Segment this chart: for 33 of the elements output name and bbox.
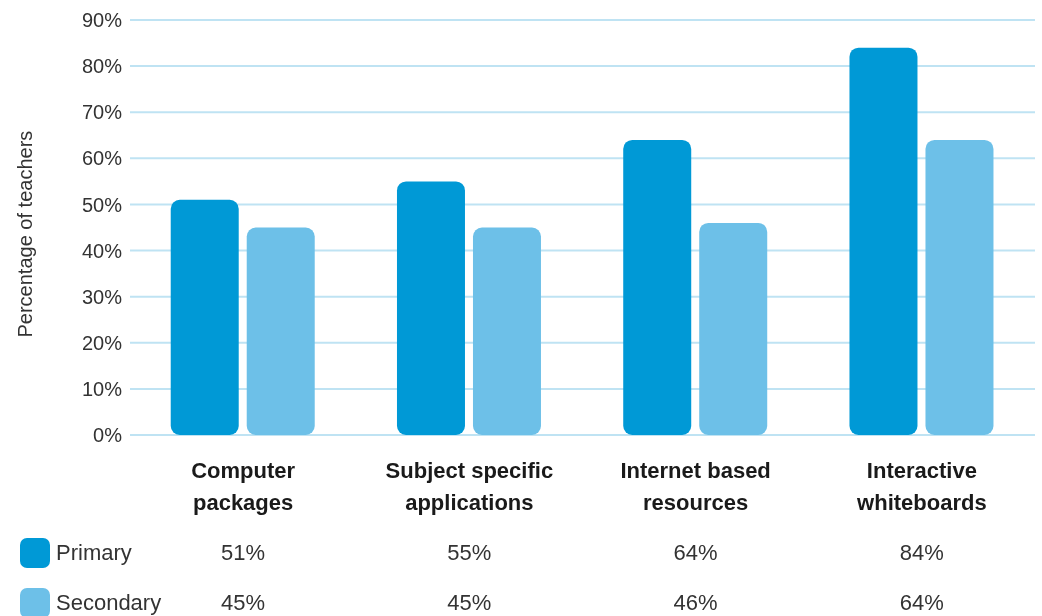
x-tick-label: Computer packages bbox=[190, 457, 297, 517]
data-label: 51% bbox=[221, 540, 266, 566]
y-tick-label: 50% bbox=[81, 193, 123, 216]
y-tick-label: 60% bbox=[81, 147, 123, 170]
data-label: 45% bbox=[447, 590, 492, 616]
data-label: 45% bbox=[221, 590, 266, 616]
data-label: 64% bbox=[899, 590, 944, 616]
x-tick-label: Subject specific applications bbox=[384, 457, 555, 517]
y-axis-title: Percentage of teachers bbox=[14, 130, 37, 338]
bar bbox=[472, 227, 541, 435]
bar bbox=[170, 199, 239, 435]
y-tick-label: 80% bbox=[81, 55, 123, 78]
bar bbox=[925, 139, 994, 435]
bar bbox=[396, 181, 465, 435]
legend-label: Primary bbox=[56, 540, 132, 566]
x-tick-label: Interactive whiteboards bbox=[856, 457, 988, 517]
x-tick-label: Internet based resources bbox=[619, 457, 772, 517]
data-label: 55% bbox=[447, 540, 492, 566]
bar bbox=[849, 47, 918, 435]
y-tick-label: 0% bbox=[93, 424, 123, 447]
y-tick-label: 30% bbox=[81, 285, 123, 308]
data-label: 84% bbox=[899, 540, 944, 566]
bar bbox=[246, 227, 315, 435]
data-label: 46% bbox=[673, 590, 718, 616]
y-tick-label: 10% bbox=[81, 377, 123, 400]
bar bbox=[623, 139, 692, 435]
legend-label: Secondary bbox=[56, 590, 162, 616]
bar bbox=[699, 222, 768, 435]
y-tick-label: 20% bbox=[81, 331, 123, 354]
data-label: 64% bbox=[673, 540, 718, 566]
y-tick-label: 90% bbox=[81, 9, 123, 32]
y-tick-label: 70% bbox=[81, 101, 123, 124]
y-tick-label: 40% bbox=[81, 239, 123, 262]
